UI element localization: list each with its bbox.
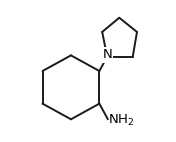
- Text: NH$_2$: NH$_2$: [108, 113, 134, 128]
- Text: N: N: [102, 48, 112, 61]
